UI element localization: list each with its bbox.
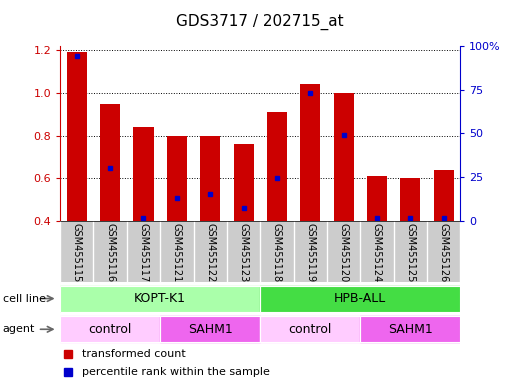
Bar: [367, 176, 387, 221]
Bar: [293, 221, 327, 282]
Bar: [194, 221, 227, 282]
Bar: [94, 221, 127, 282]
Text: GSM455121: GSM455121: [172, 223, 182, 282]
Bar: [227, 221, 260, 282]
Text: GSM455118: GSM455118: [272, 223, 282, 282]
Bar: [260, 221, 293, 282]
Bar: [360, 221, 393, 282]
Bar: [260, 286, 460, 311]
Text: GSM455119: GSM455119: [305, 223, 315, 282]
Bar: [60, 316, 160, 342]
Bar: [60, 221, 94, 282]
Bar: [427, 221, 460, 282]
Bar: [327, 221, 360, 282]
Bar: [233, 144, 254, 221]
Bar: [394, 221, 427, 282]
Bar: [360, 316, 460, 342]
Bar: [260, 286, 460, 311]
Bar: [260, 316, 360, 342]
Text: GSM455123: GSM455123: [238, 223, 248, 282]
Bar: [60, 316, 160, 342]
Text: GSM455120: GSM455120: [338, 223, 348, 282]
Bar: [127, 221, 160, 282]
Bar: [360, 316, 460, 342]
Text: SAHM1: SAHM1: [388, 323, 433, 336]
Text: cell line: cell line: [3, 293, 46, 304]
Text: GSM455122: GSM455122: [205, 223, 215, 282]
Bar: [60, 286, 260, 311]
Bar: [334, 93, 354, 221]
Text: HPB-ALL: HPB-ALL: [334, 292, 386, 305]
Text: GSM455126: GSM455126: [439, 223, 449, 282]
Text: agent: agent: [3, 324, 35, 334]
Text: SAHM1: SAHM1: [188, 323, 233, 336]
Bar: [160, 316, 260, 342]
Bar: [60, 286, 260, 311]
Bar: [67, 53, 87, 221]
Bar: [167, 136, 187, 221]
Text: GDS3717 / 202715_at: GDS3717 / 202715_at: [176, 13, 344, 30]
Bar: [267, 112, 287, 221]
Bar: [160, 316, 260, 342]
Text: control: control: [88, 323, 132, 336]
Bar: [100, 104, 120, 221]
Bar: [300, 84, 320, 221]
Text: GSM455115: GSM455115: [72, 223, 82, 282]
Text: GSM455117: GSM455117: [139, 223, 149, 282]
Text: control: control: [289, 323, 332, 336]
Bar: [160, 221, 194, 282]
Bar: [260, 316, 360, 342]
Text: percentile rank within the sample: percentile rank within the sample: [82, 366, 270, 377]
Bar: [400, 178, 420, 221]
Text: GSM455125: GSM455125: [405, 223, 415, 282]
Bar: [133, 127, 154, 221]
Text: GSM455124: GSM455124: [372, 223, 382, 282]
Bar: [200, 136, 220, 221]
Text: KOPT-K1: KOPT-K1: [134, 292, 186, 305]
Text: transformed count: transformed count: [82, 349, 186, 359]
Bar: [434, 170, 453, 221]
Text: GSM455116: GSM455116: [105, 223, 115, 282]
